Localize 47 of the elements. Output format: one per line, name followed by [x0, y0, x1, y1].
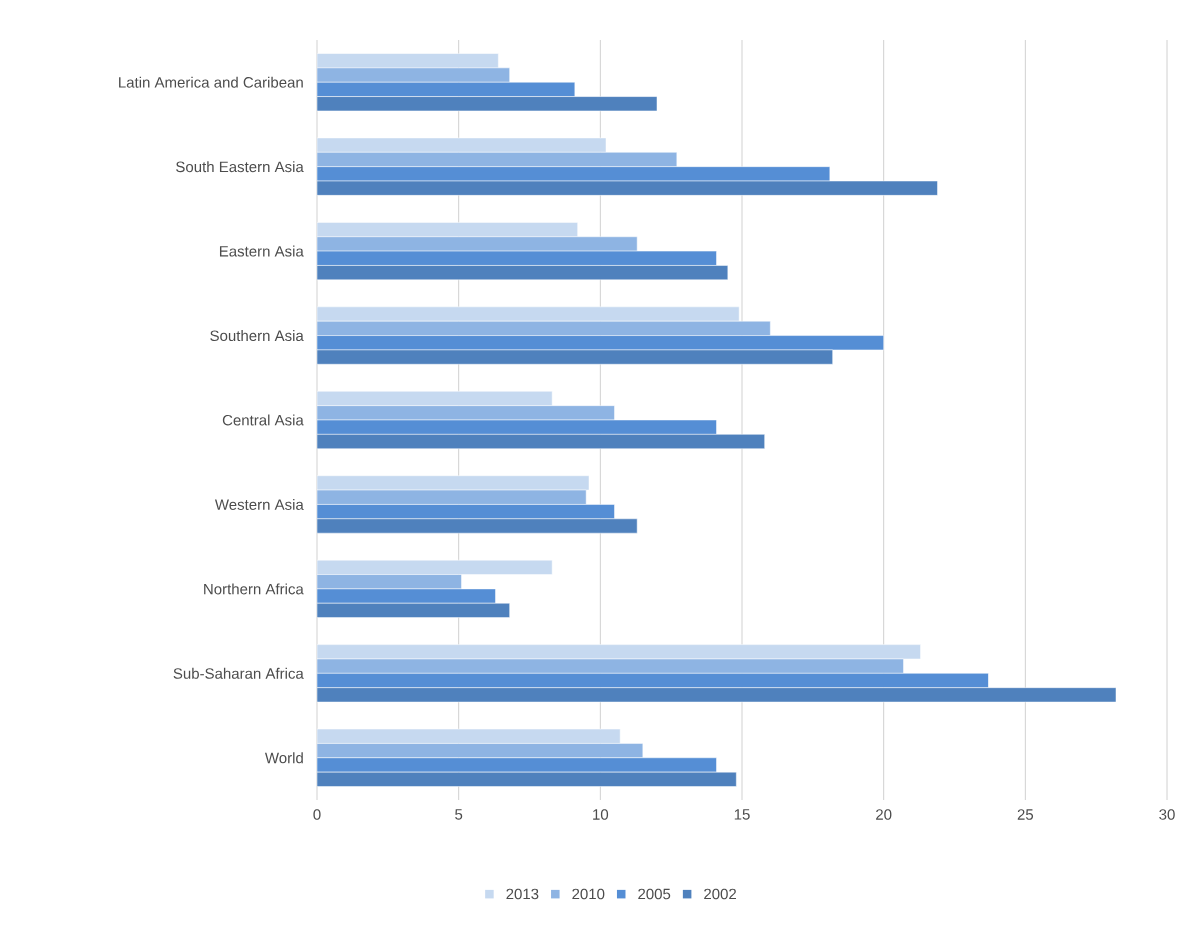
bar	[317, 236, 638, 252]
bar	[317, 405, 615, 421]
y-tick-label: Latin America and Caribean	[119, 76, 303, 88]
bar	[317, 434, 765, 449]
legend-label: 2010	[572, 888, 605, 900]
bar	[317, 588, 496, 604]
legend-label: 2013	[506, 888, 539, 900]
bar	[317, 602, 510, 618]
bar	[317, 574, 462, 590]
bar	[317, 518, 638, 534]
x-tick-label: 15	[734, 809, 750, 820]
legend-label: 2002	[704, 888, 737, 900]
bar	[317, 250, 717, 266]
y-tick-label: Northern Africa	[204, 583, 304, 595]
bar	[317, 67, 510, 83]
bar	[317, 489, 587, 505]
bar	[317, 757, 717, 773]
bar	[317, 152, 678, 167]
bar	[317, 335, 884, 351]
y-tick-label: Southern Asia	[210, 330, 304, 342]
x-tick-label: 0	[313, 809, 321, 820]
x-tick-label: 5	[455, 809, 463, 820]
bar	[317, 504, 615, 520]
bar	[317, 771, 737, 787]
bar	[317, 96, 658, 112]
bar	[317, 265, 729, 281]
y-tick-label: South Eastern Asia	[176, 161, 304, 173]
x-tick-label: 20	[876, 809, 892, 820]
bar	[317, 349, 833, 365]
bar	[317, 419, 717, 435]
y-tick-label: World	[264, 752, 303, 764]
bar	[317, 166, 831, 182]
bar	[317, 687, 1117, 703]
bar	[317, 673, 989, 688]
x-tick-label: 30	[1159, 809, 1175, 820]
y-tick-label: Central Asia	[222, 414, 304, 426]
y-tick-label: Eastern Asia	[219, 245, 304, 257]
bar	[317, 81, 576, 97]
y-tick-label: Sub-Saharan Africa	[173, 667, 304, 679]
bar	[317, 320, 771, 336]
legend-label: 2005	[638, 888, 671, 900]
x-tick-label: 10	[593, 809, 609, 820]
bar	[317, 743, 644, 759]
bar	[317, 180, 938, 196]
bar	[317, 658, 904, 674]
y-tick-label: Western Asia	[214, 498, 304, 510]
x-tick-label: 25	[1017, 809, 1034, 820]
